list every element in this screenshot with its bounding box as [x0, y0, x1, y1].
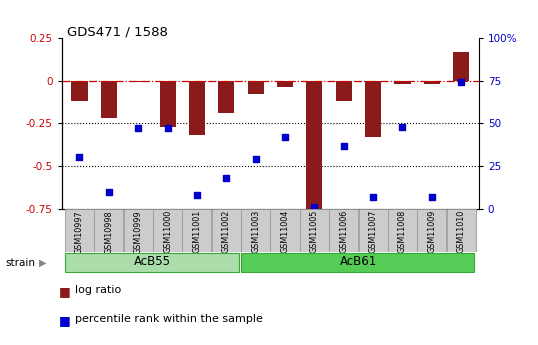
- Point: [281, 134, 289, 140]
- Text: GSM11002: GSM11002: [222, 210, 231, 253]
- Point: [428, 194, 436, 199]
- Bar: [159, 81, 175, 127]
- Text: GSM11003: GSM11003: [251, 210, 260, 253]
- Text: GSM11001: GSM11001: [193, 210, 201, 253]
- Text: percentile rank within the sample: percentile rank within the sample: [75, 314, 263, 324]
- Text: GSM11005: GSM11005: [310, 210, 319, 253]
- Text: GSM10997: GSM10997: [75, 210, 84, 254]
- Point: [310, 204, 318, 210]
- Bar: [277, 81, 293, 88]
- Bar: [182, 209, 211, 252]
- Text: GSM11007: GSM11007: [369, 210, 378, 253]
- Bar: [365, 81, 381, 137]
- Point: [104, 189, 113, 194]
- Bar: [300, 209, 329, 252]
- Bar: [271, 209, 300, 252]
- Text: GSM10998: GSM10998: [104, 210, 114, 254]
- Point: [369, 194, 378, 199]
- Bar: [130, 81, 146, 82]
- Bar: [241, 253, 473, 272]
- Text: AcB55: AcB55: [134, 255, 172, 268]
- Point: [134, 126, 143, 131]
- Point: [457, 80, 465, 85]
- Bar: [101, 81, 117, 118]
- Text: ▶: ▶: [39, 258, 46, 268]
- Bar: [453, 52, 469, 81]
- Text: GSM11008: GSM11008: [398, 210, 407, 253]
- Text: GSM11004: GSM11004: [280, 210, 289, 253]
- Bar: [65, 253, 239, 272]
- Bar: [306, 81, 322, 214]
- Bar: [65, 209, 94, 252]
- Bar: [329, 209, 358, 252]
- Text: GSM11009: GSM11009: [427, 210, 436, 253]
- Bar: [241, 209, 270, 252]
- Bar: [359, 209, 388, 252]
- Text: GSM11010: GSM11010: [457, 210, 466, 253]
- Bar: [447, 209, 476, 252]
- Bar: [247, 81, 264, 94]
- Bar: [212, 209, 241, 252]
- Text: GSM11006: GSM11006: [339, 210, 348, 253]
- Point: [222, 175, 231, 181]
- Point: [75, 155, 84, 160]
- Text: log ratio: log ratio: [75, 285, 122, 295]
- Point: [339, 143, 348, 148]
- Text: ■: ■: [59, 314, 71, 327]
- Text: strain: strain: [5, 258, 36, 268]
- Bar: [394, 81, 410, 84]
- Text: GDS471 / 1588: GDS471 / 1588: [67, 26, 168, 39]
- Bar: [72, 81, 88, 101]
- Text: GSM10999: GSM10999: [134, 210, 143, 254]
- Bar: [336, 81, 352, 101]
- Text: ■: ■: [59, 285, 71, 298]
- Point: [398, 124, 407, 129]
- Bar: [94, 209, 123, 252]
- Bar: [417, 209, 447, 252]
- Bar: [189, 81, 205, 135]
- Bar: [388, 209, 417, 252]
- Point: [163, 126, 172, 131]
- Bar: [153, 209, 182, 252]
- Text: AcB61: AcB61: [340, 255, 377, 268]
- Point: [193, 192, 201, 198]
- Point: [251, 156, 260, 162]
- Bar: [218, 81, 235, 113]
- Bar: [124, 209, 153, 252]
- Text: GSM11000: GSM11000: [163, 210, 172, 253]
- Bar: [424, 81, 440, 84]
